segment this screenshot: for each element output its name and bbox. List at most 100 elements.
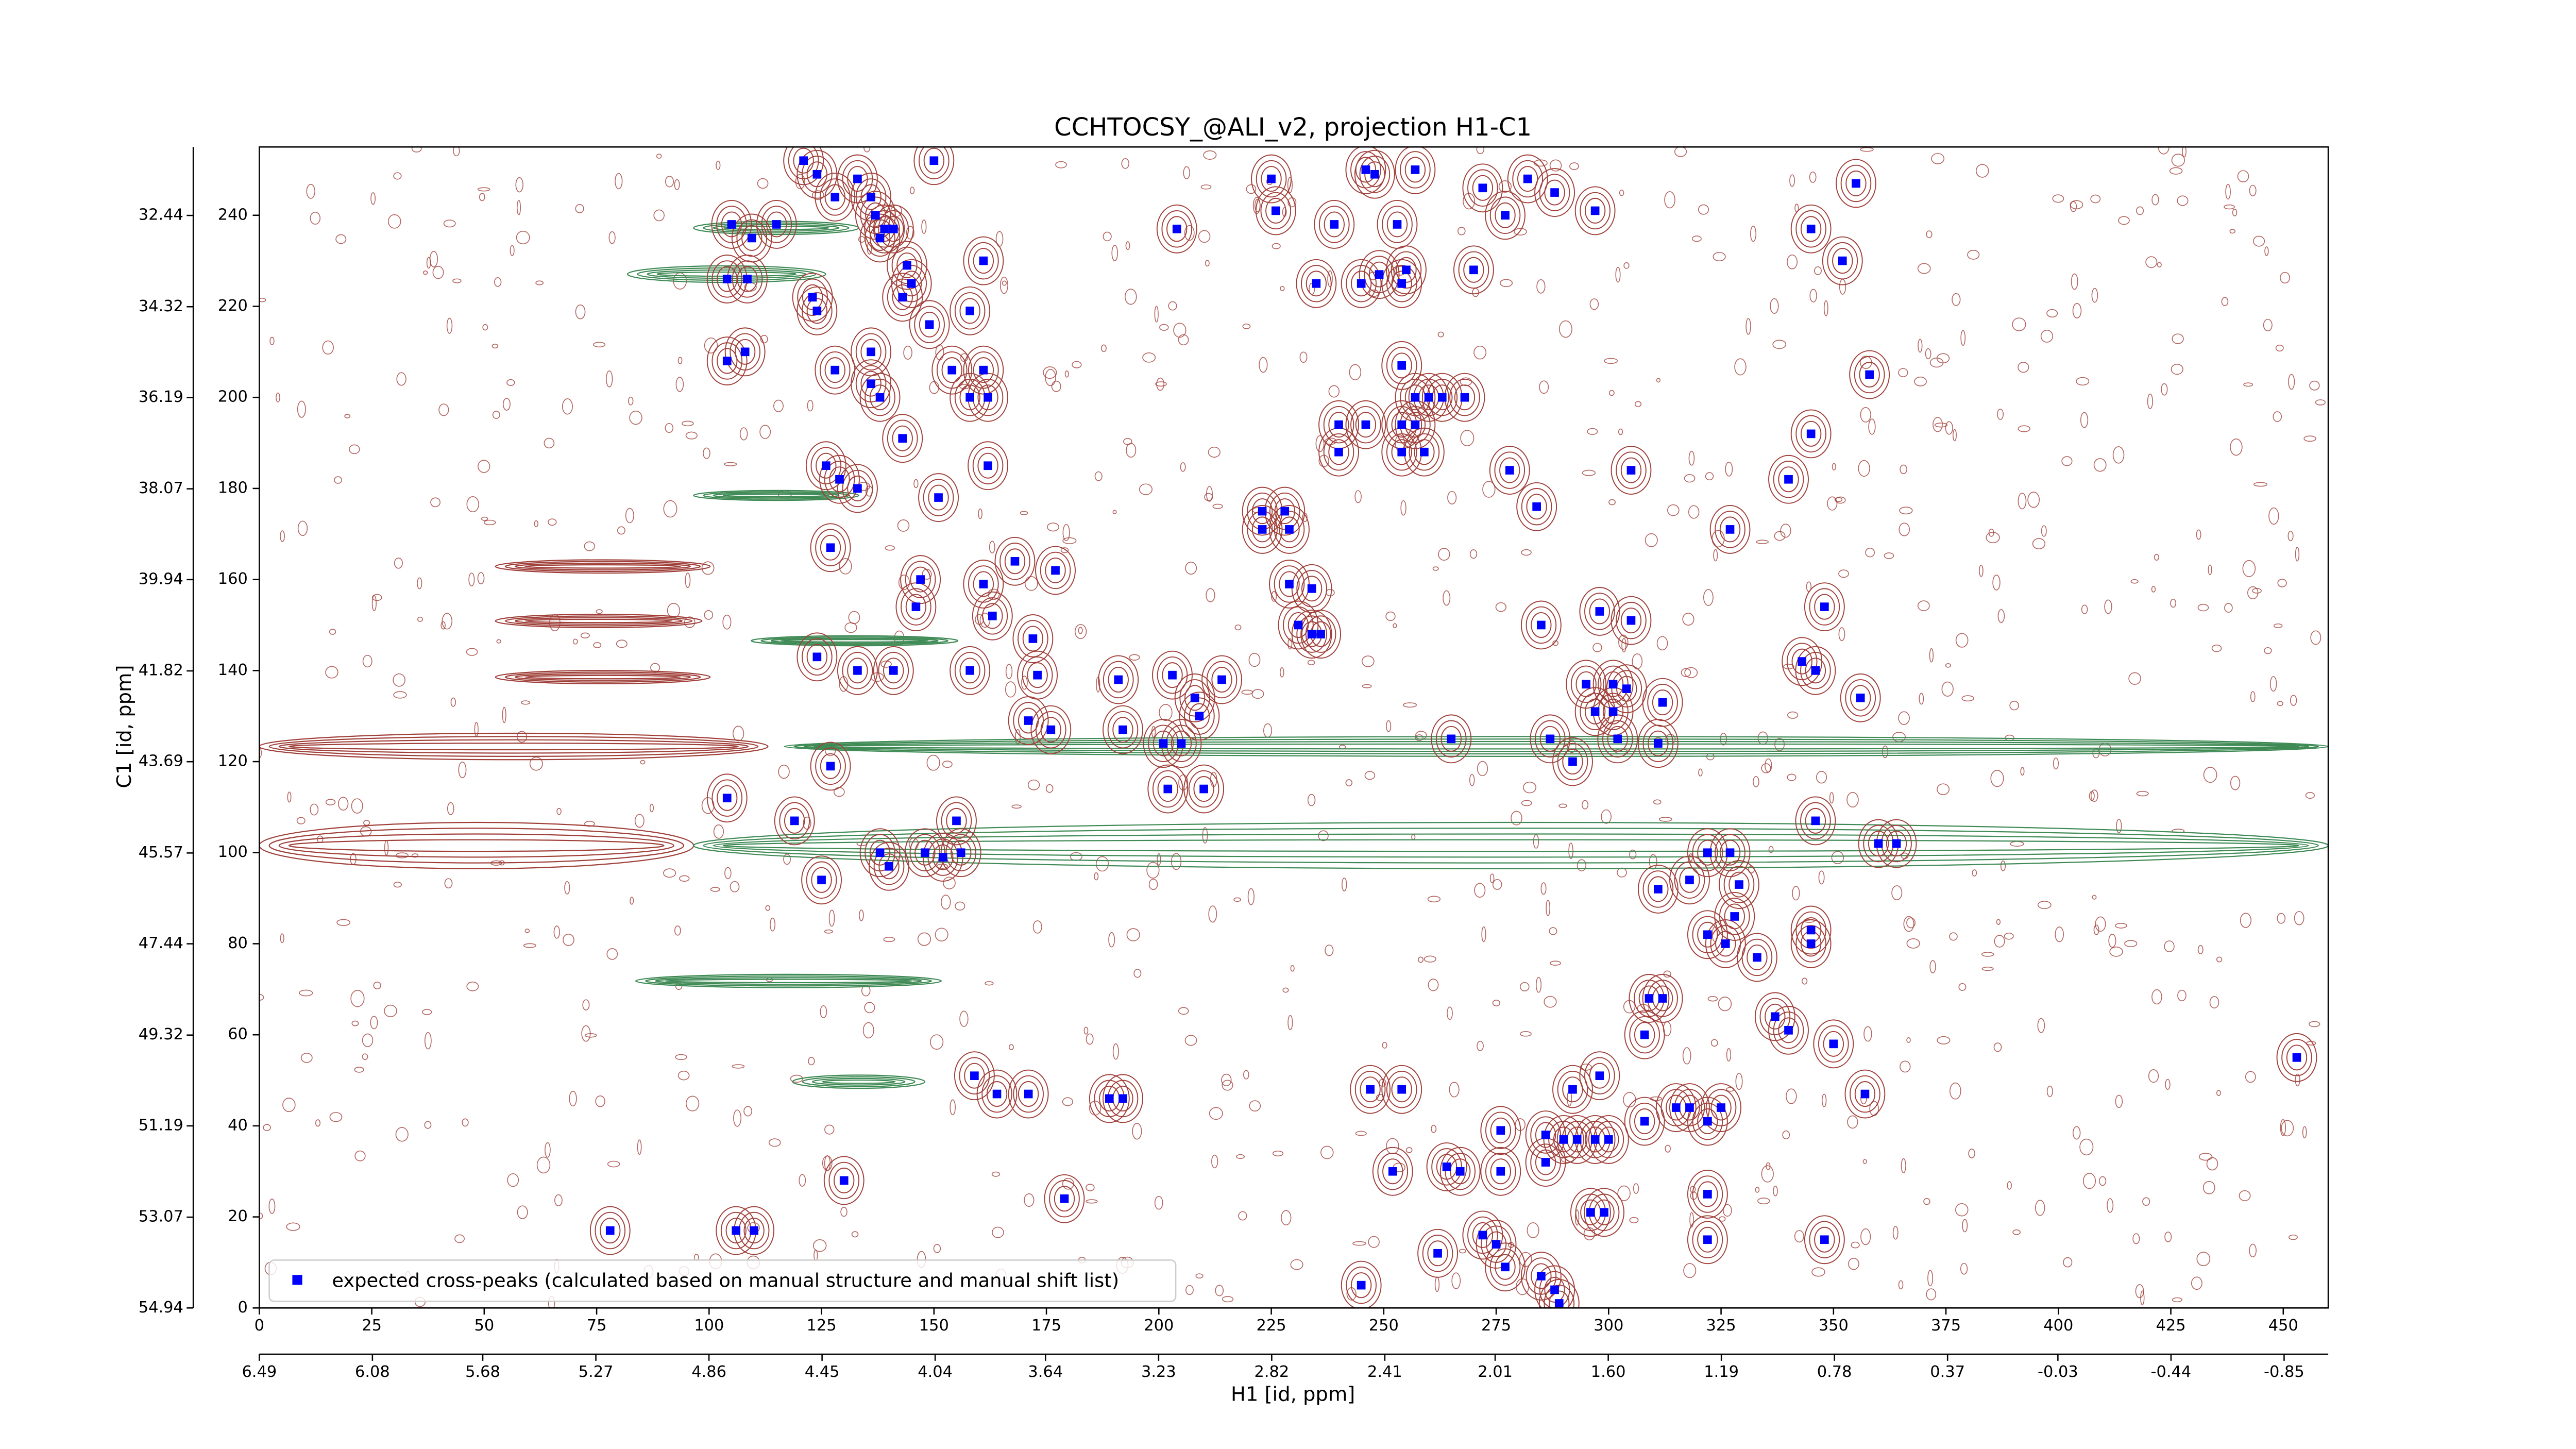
peak-contour [1692,1175,1723,1213]
chart-title: CCHTOCSY_@ALI_v2, projection H1-C1 [1054,113,1532,142]
noise-contour [1629,849,1637,860]
cross-peak [867,379,875,389]
noise-contour [1327,270,1333,288]
noise-contour [2232,209,2238,216]
noise-contour [1159,324,1169,331]
noise-contour [930,1034,944,1050]
noise-contour [1703,589,1714,606]
cross-peak [1411,420,1420,429]
cross-peak [1622,684,1631,693]
noise-contour [1287,1015,1293,1030]
noise-contour [563,933,574,946]
noise-contour [765,905,771,911]
cross-peak [1496,1126,1505,1135]
cross-peak [1271,206,1280,215]
noise-contour [350,989,365,1007]
peak-contour [1669,855,1710,905]
cross-peak [1582,680,1590,689]
peak-contour [1404,157,1426,183]
peak-contour [1391,251,1422,289]
peak-contour [1642,974,1683,1023]
noise-contour [1168,301,1177,311]
noise-contour [393,172,402,180]
noise-contour [523,943,537,948]
noise-contour [1126,928,1140,941]
peak-contour [732,260,763,298]
noise-contour [492,411,500,419]
noise-contour [575,204,584,213]
peak-contour [1463,257,1484,283]
peak-contour [1570,1188,1611,1237]
noise-contour [1723,1204,1732,1217]
peak-contour [1818,1025,1849,1063]
noise-contour [422,270,428,275]
peak-contour [1445,1153,1476,1190]
cross-peak [1703,848,1712,857]
peak-contour [1719,516,1741,543]
peak-contour [1414,439,1435,465]
peak-contour [820,753,841,779]
peak-contour [1507,154,1548,204]
peak-contour [2276,1033,2317,1082]
peak-contour [1687,1169,1728,1219]
noise-contour [1248,652,1261,667]
peak-contour [1171,730,1192,756]
peak-contour [1485,191,1526,240]
peak-contour [1381,1065,1422,1114]
band-contour [278,739,749,754]
cross-peak [867,347,875,357]
peak-contour [1822,236,1863,285]
noise-contour [329,629,336,635]
x2-tick-label: 4.86 [691,1363,726,1381]
noise-contour [1259,357,1268,373]
noise-contour [466,496,479,513]
noise-contour [1914,376,1927,386]
peak-contour [1845,679,1876,717]
noise-contour [387,214,401,229]
peak-contour [1535,720,1566,758]
noise-contour [1858,460,1870,477]
cross-peak [1501,1262,1510,1272]
cross-peak [1703,930,1712,939]
peak-contour [1324,211,1345,238]
cross-peak [2292,1053,2301,1062]
noise-contour [851,1231,859,1238]
noise-contour [1787,254,1798,269]
band-contour [784,736,2329,757]
noise-contour [778,764,790,779]
noise-contour [1558,320,1572,338]
peak-contour [1709,504,1751,554]
peak-contour [837,646,878,695]
noise-contour [1280,285,1285,291]
peak-contour [923,147,945,174]
peak-contour [851,359,892,409]
noise-contour [1203,150,1217,160]
noise-contour [1933,417,1943,432]
noise-contour [1718,997,1732,1012]
peak-contour [810,447,842,484]
peak-contour [1655,1083,1697,1132]
peak-contour [904,828,945,878]
band-contour [514,673,691,681]
noise-contour [2037,901,2052,909]
noise-contour [466,981,479,991]
cross-peak [821,461,831,470]
noise-contour [1290,965,1295,972]
noise-contour [1021,676,1028,690]
peak-contour [1526,606,1557,644]
noise-contour [1656,636,1668,651]
noise-contour [1827,496,1838,511]
cross-peak [979,580,988,588]
noise-contour [1385,611,1396,621]
cross-peak [1640,1117,1649,1126]
peak-contour [792,273,833,322]
peak-contour [802,638,833,676]
noise-contour [2224,204,2235,210]
peak-contour [931,345,973,395]
noise-contour [468,572,475,586]
noise-contour [1393,623,1397,629]
noise-contour [885,545,895,551]
noise-contour [1955,1203,1969,1217]
peak-contour [1490,1158,1511,1185]
noise-contour [1674,147,1687,157]
